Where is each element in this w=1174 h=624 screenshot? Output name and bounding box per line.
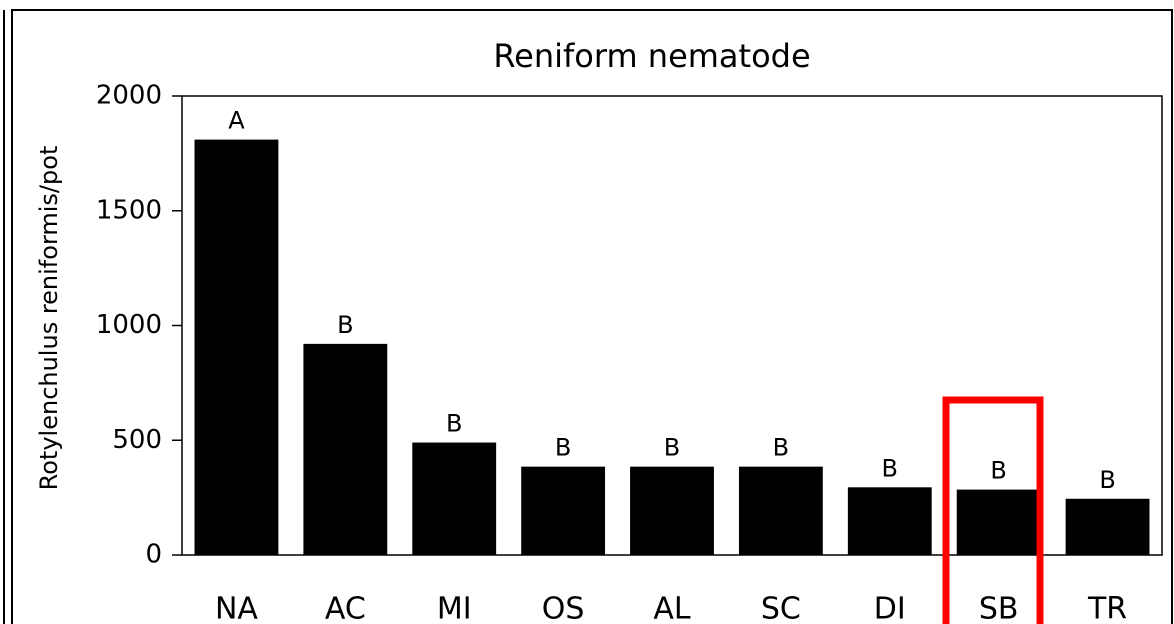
significance-letter: B: [446, 410, 462, 438]
significance-letter: B: [555, 434, 571, 462]
bar: [630, 466, 714, 555]
chart-title: Reniform nematode: [493, 37, 810, 75]
y-tick-label: 1500: [96, 195, 162, 225]
bar: [521, 466, 606, 555]
x-tick-label: MI: [437, 592, 472, 624]
bar: [1065, 498, 1150, 555]
y-tick-label: 0: [145, 540, 162, 570]
significance-letter: B: [337, 311, 353, 339]
significance-letter: A: [228, 107, 245, 135]
significance-letter: B: [773, 434, 789, 462]
significance-letter: B: [664, 434, 680, 462]
y-tick-label: 1000: [96, 310, 162, 340]
significance-letter: B: [1099, 466, 1115, 494]
y-axis-label: Rotylenchulus reniformis/pot: [35, 146, 63, 491]
x-tick-label: SC: [761, 592, 801, 624]
x-tick-label: AC: [325, 592, 366, 624]
y-tick-label: 2000: [96, 81, 162, 111]
bar: [303, 343, 388, 555]
x-tick-label: DI: [874, 592, 906, 624]
significance-letter: B: [882, 454, 898, 482]
y-tick-label: 500: [112, 425, 162, 455]
highlight-box: [942, 396, 1044, 624]
x-tick-label: TR: [1087, 592, 1127, 624]
x-tick-label: AL: [653, 592, 691, 624]
bar: [412, 442, 497, 555]
x-tick-label: NA: [215, 592, 258, 624]
bar: [194, 139, 279, 556]
x-tick-label: OS: [542, 592, 585, 624]
bar: [738, 466, 823, 555]
significance-letter: B: [990, 457, 1006, 485]
bar: [956, 489, 1041, 555]
x-tick-label: SB: [979, 592, 1019, 624]
chart-frame: [11, 9, 1173, 624]
bar: [847, 487, 932, 555]
